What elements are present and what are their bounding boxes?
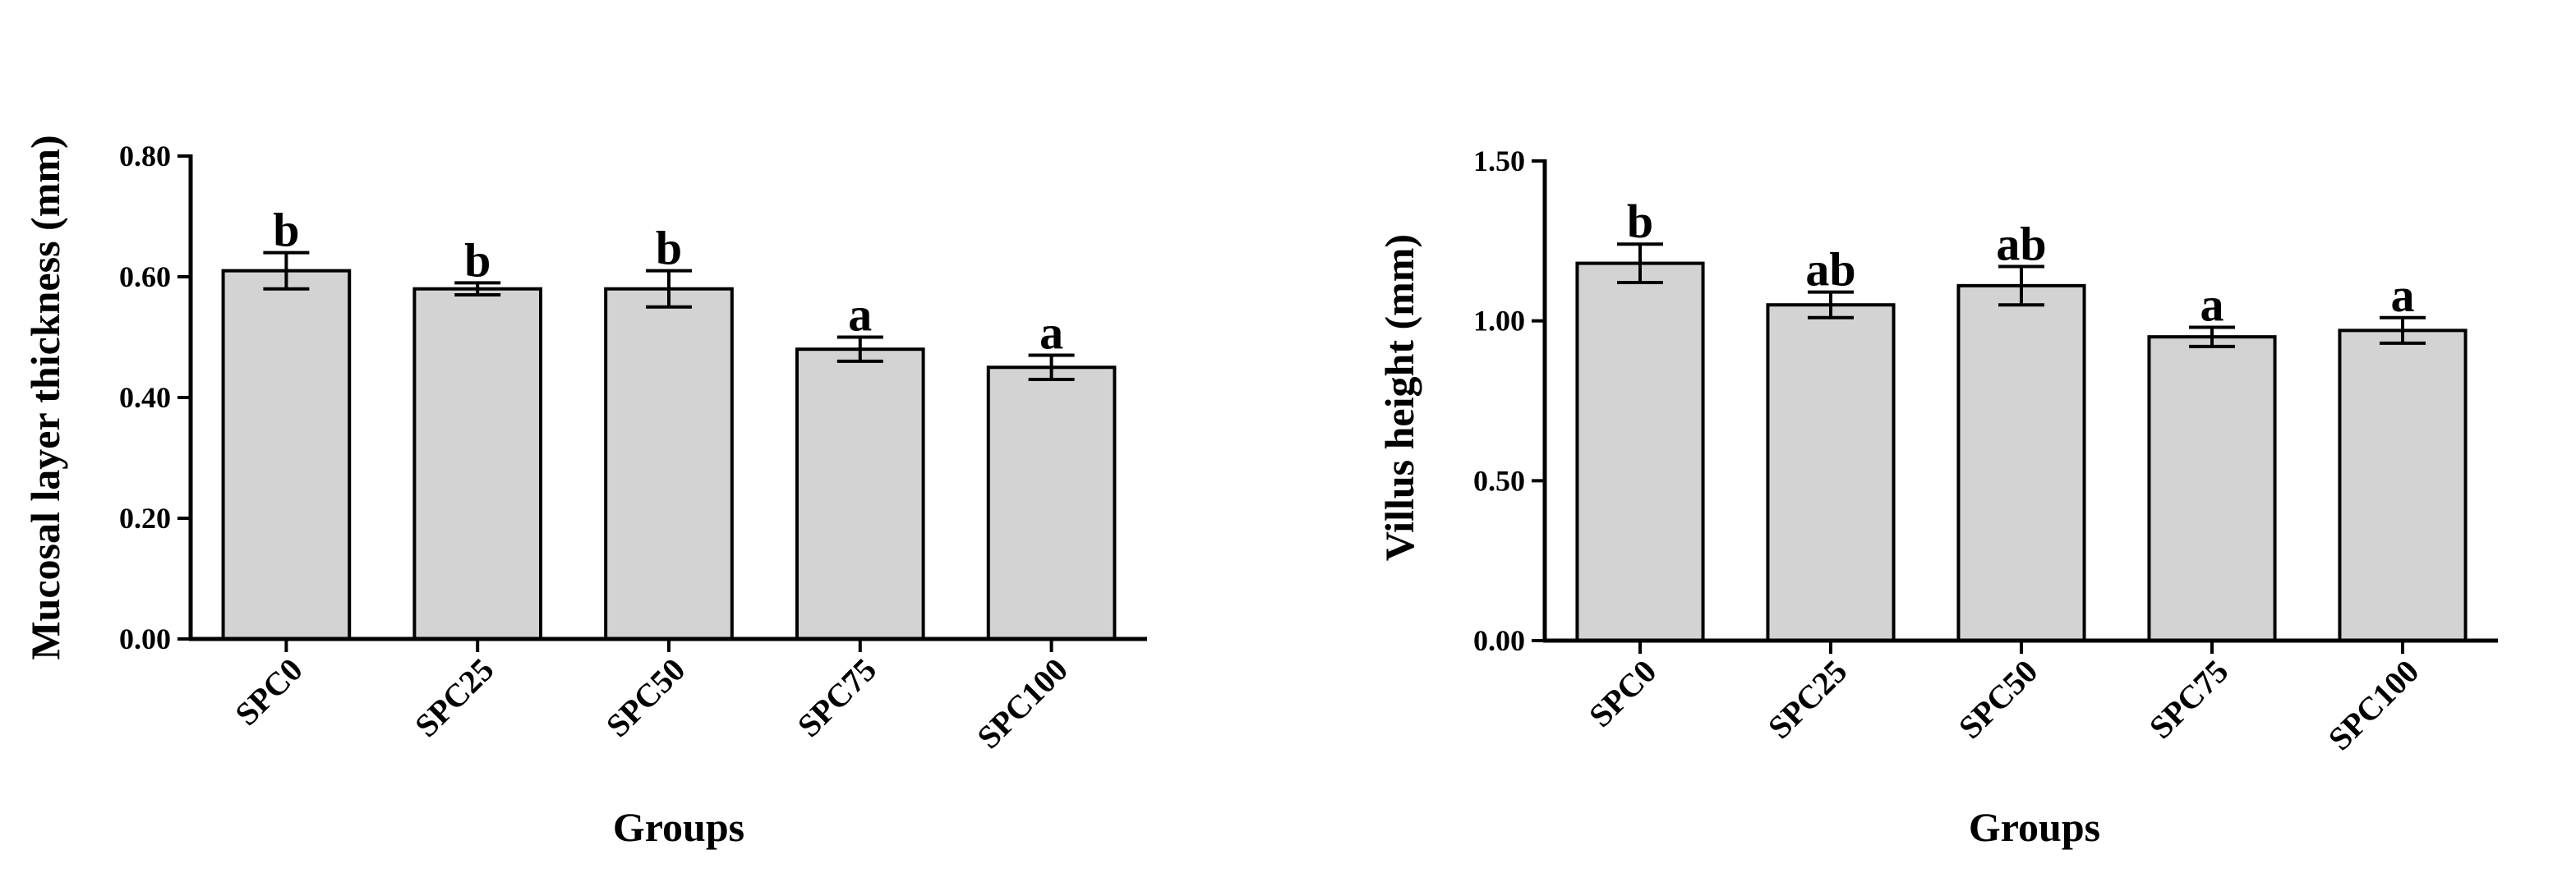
chart-mucosal-thickness: b SPC0 b SPC25 b SPC50 a SPC75 a SPC100 0.00 0.20 0.…	[22, 135, 1147, 850]
bar-spc75	[795, 347, 925, 641]
y-tick-label: 0.00	[1473, 624, 1525, 657]
bar-spc50	[604, 287, 734, 641]
bar-spc100	[986, 365, 1117, 641]
x-tick-label: SPC0	[228, 651, 309, 733]
significance-label: a	[2200, 278, 2224, 331]
x-axis-title: Groups	[1969, 804, 2100, 850]
x-tick-label: SPC25	[408, 651, 501, 745]
significance-label: ab	[1805, 243, 1855, 296]
x-tick-label: SPC75	[2142, 653, 2236, 747]
bar-spc0	[1575, 261, 1705, 642]
y-tick-label: 0.80	[119, 140, 171, 172]
significance-label: a	[848, 288, 872, 342]
significance-label: b	[464, 233, 491, 287]
x-tick-label: SPC50	[599, 651, 693, 745]
significance-label: b	[1627, 195, 1653, 248]
y-tick-label: 0.00	[119, 623, 171, 655]
y-tick-label: 0.50	[1473, 464, 1525, 497]
chart-villus-height: b SPC0 ab SPC25 ab SPC50 a SPC75 a SPC100 0.00 0.50…	[1376, 145, 2498, 850]
significance-label: b	[273, 204, 299, 257]
significance-label: a	[2391, 269, 2415, 322]
bar-spc0	[221, 269, 352, 641]
significance-label: a	[1039, 306, 1063, 360]
bar-spc75	[2147, 335, 2277, 642]
bar-spc25	[412, 287, 543, 641]
significance-label: b	[656, 222, 682, 275]
y-tick-label: 0.40	[119, 381, 171, 414]
y-axis-title: Mucosal layer thickness (mm)	[22, 135, 68, 660]
bar-spc50	[1956, 283, 2086, 642]
bar-spc100	[2338, 329, 2468, 642]
y-axis-title: Villus height (mm)	[1376, 234, 1422, 561]
x-tick-label: SPC75	[790, 651, 884, 745]
x-tick-label: SPC25	[1761, 653, 1855, 747]
y-tick-label: 1.50	[1473, 145, 1525, 177]
x-tick-label: SPC100	[970, 651, 1075, 756]
x-tick-label: SPC0	[1582, 653, 1663, 734]
y-tick-label: 0.20	[119, 502, 171, 535]
x-tick-label: SPC100	[2321, 653, 2426, 758]
x-tick-label: SPC50	[1952, 653, 2045, 747]
x-axis-title: Groups	[613, 804, 744, 850]
significance-label: ab	[1996, 217, 2046, 270]
y-tick-label: 1.00	[1473, 305, 1525, 338]
bar-spc25	[1766, 303, 1896, 642]
y-tick-label: 0.60	[119, 260, 171, 293]
